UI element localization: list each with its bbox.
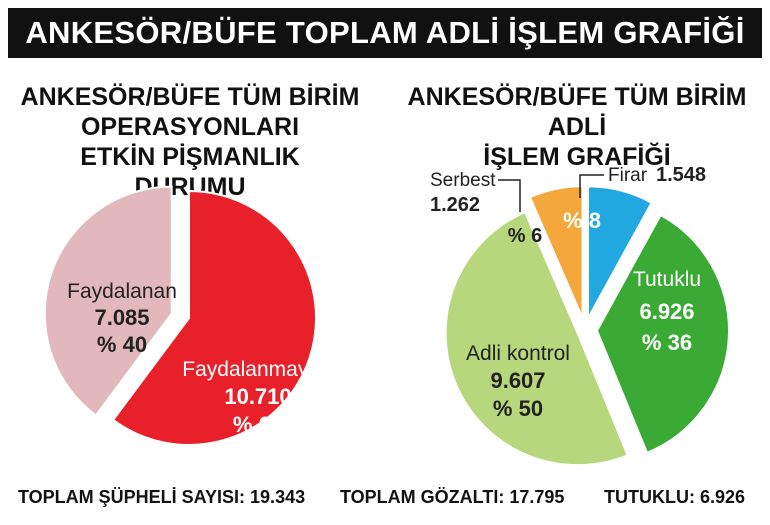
pie-slice-faydalanan: [43, 185, 173, 417]
slice-percent-serbest: % 6: [508, 225, 542, 247]
pie-slice-faydalanmayan: [111, 189, 317, 446]
slice-value-tutuklu: 6.926: [639, 299, 694, 324]
slice-percent-faydalanan: % 40: [97, 332, 147, 357]
main-title: ANKESÖR/BÜFE TOPLAM ADLİ İŞLEM GRAFİĞİ: [25, 15, 745, 50]
slice-label-adli-kontrol: Adli kontrol: [466, 342, 570, 365]
left-chart-title: ANKESÖR/BÜFE TÜM BİRİM OPERASYONLARI ETKİ…: [20, 83, 360, 201]
callout-label-firar: Firar: [608, 165, 648, 186]
slice-percent-firar: % 8: [563, 208, 601, 233]
pie-slice-serbest: [528, 185, 584, 319]
callout-value-firar: 1.548: [656, 164, 706, 186]
footer-total-suspects: TOPLAM ŞÜPHELİ SAYISI: 19.343: [18, 487, 306, 507]
pie-slice-tutuklu: [595, 213, 730, 455]
slice-label-tutuklu: Tutuklu: [633, 268, 701, 291]
slice-percent-tutuklu: % 36: [642, 330, 692, 355]
slice-percent-faydalanmayan: % 60: [233, 412, 283, 437]
slice-value-faydalanan: 7.085: [94, 305, 149, 330]
main-title-banner: ANKESÖR/BÜFE TOPLAM ADLİ İŞLEM GRAFİĞİ: [8, 8, 762, 58]
right-chart-title: ANKESÖR/BÜFE TÜM BİRİM ADLİ İŞLEM GRAFİĞİ: [407, 83, 747, 171]
footer-total-detention: TOPLAM GÖZALTI: 17.795: [340, 487, 565, 507]
pie-slice-adli-kontrol: [444, 210, 629, 467]
slice-percent-adli-kontrol: % 50: [493, 396, 543, 421]
pie-slice-firar: [586, 185, 653, 319]
slice-label-faydalanmayan: Faydalanmayan: [182, 358, 331, 381]
callout-label-serbest: Serbest: [430, 170, 496, 191]
callout-line-firar: [579, 174, 604, 198]
slice-value-faydalanmayan: 10.710: [224, 384, 291, 409]
slice-value-adli-kontrol: 9.607: [490, 368, 545, 393]
footer-arrested: TUTUKLU: 6.926: [604, 487, 746, 507]
callout-line-serbest: [498, 179, 521, 212]
slice-label-faydalanan: Faydalanan: [67, 280, 177, 303]
callout-value-serbest: 1.262: [430, 194, 480, 216]
